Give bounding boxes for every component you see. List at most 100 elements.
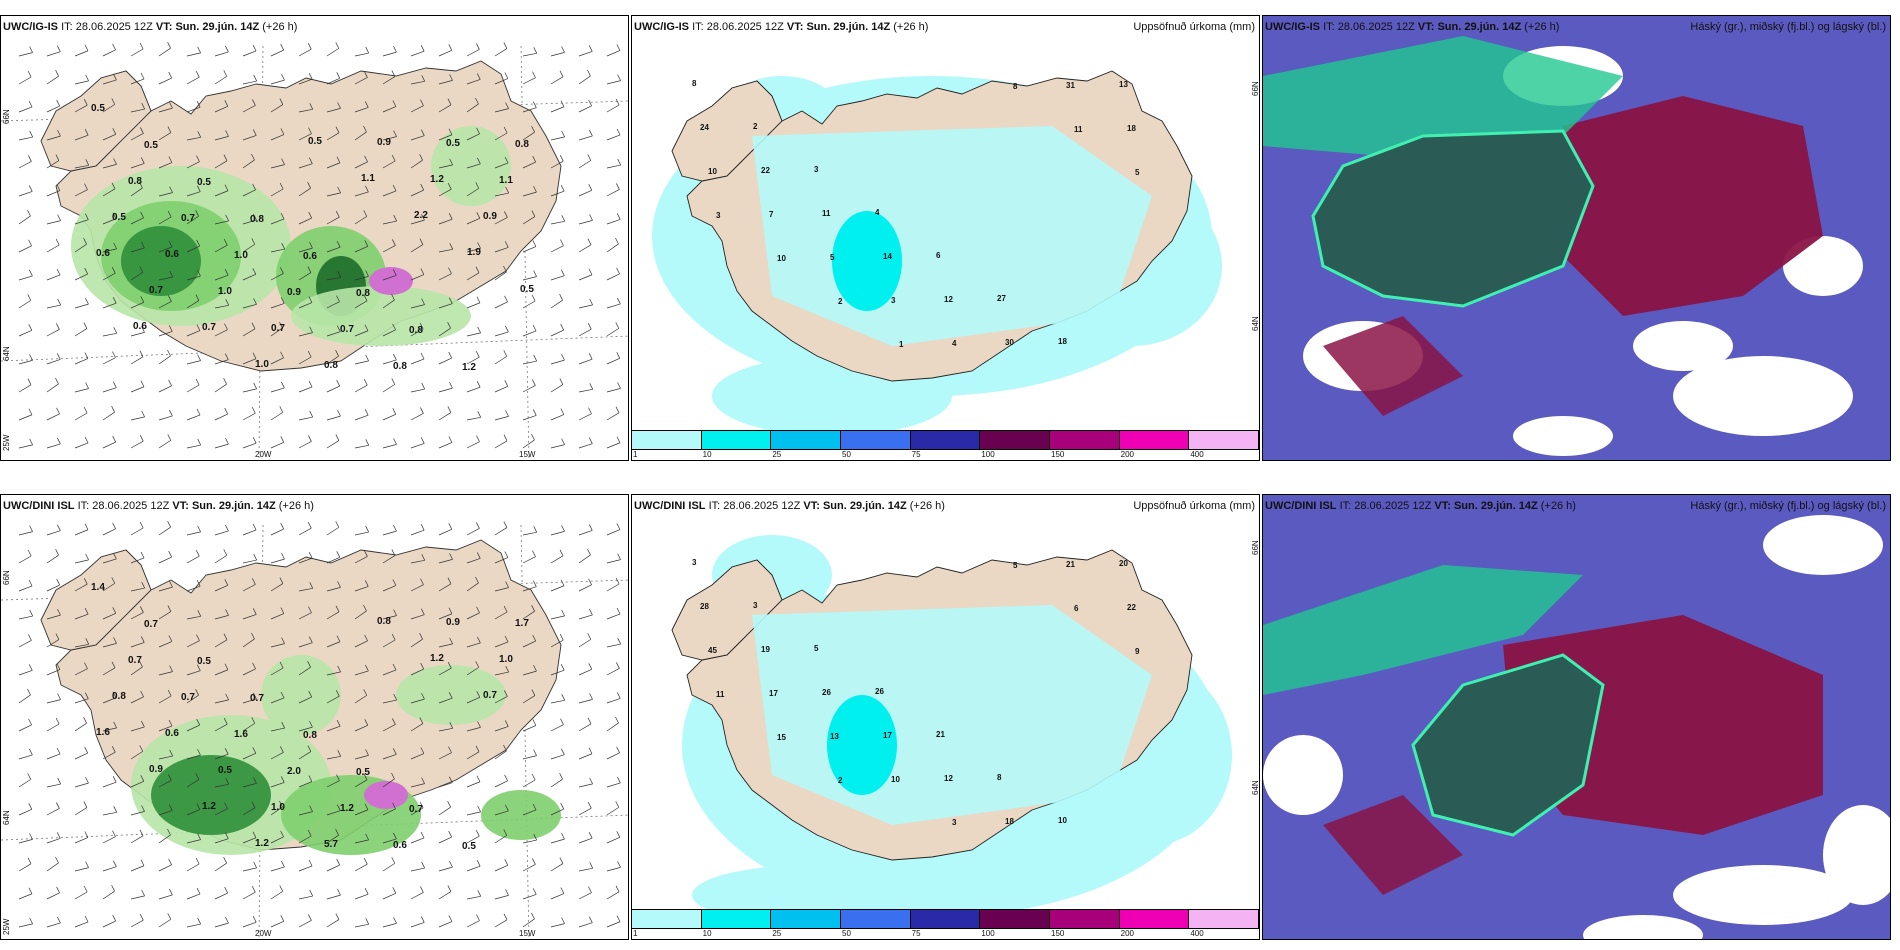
panel-header: UWC/DINI ISL IT: 28.06.2025 12Z VT: Sun.… [3, 500, 314, 512]
panel-header: UWC/IG-IS IT: 28.06.2025 12Z VT: Sun. 29… [634, 21, 929, 33]
lon-label-20w: 20W [255, 450, 272, 459]
precip-value-label: 3 [716, 211, 721, 220]
colorbar-labels: 1 10 25 50 75 100 150 200 400 [632, 450, 1259, 460]
wind-value-label: 1.0 [499, 654, 513, 665]
colorbar-tick-label: 1 [633, 450, 638, 459]
lat-label-66n: 66N [1251, 540, 1260, 555]
cloud-map [1263, 16, 1890, 460]
wind-value-label: 0.5 [197, 656, 211, 667]
colorbar-tick-label: 100 [981, 450, 995, 459]
wind-value-label: 0.7 [271, 323, 285, 334]
precip-value-label: 8 [997, 773, 1002, 782]
precip-value-label: 3 [753, 601, 758, 610]
precip-value-label: 12 [944, 295, 953, 304]
precip-value-label: 11 [716, 690, 725, 699]
wind-value-label: 0.8 [356, 288, 370, 299]
panel-header: UWC/IG-IS IT: 28.06.2025 12Z VT: Sun. 29… [3, 21, 298, 33]
precip-value-label: 9 [1135, 647, 1140, 656]
precip-value-label: 2 [838, 776, 843, 785]
wind-value-label: 1.6 [96, 727, 110, 738]
colorbar-tick-label: 10 [702, 450, 712, 459]
precip-value-label: 22 [761, 166, 770, 175]
wind-value-label: 0.7 [144, 619, 158, 630]
lon-label-15w: 15W [519, 450, 536, 459]
wind-value-label: 1.2 [202, 801, 216, 812]
colorbar-labels: 1 10 25 50 75 100 150 200 400 [632, 929, 1259, 939]
precip-value-label: 5 [1135, 168, 1140, 177]
precip-value-label: 26 [822, 688, 831, 697]
colorbar-tick-label: 150 [1051, 929, 1065, 938]
precip-value-label: 18 [1127, 124, 1136, 133]
panel-header: UWC/DINI ISL IT: 28.06.2025 12Z VT: Sun.… [1265, 500, 1576, 512]
precip-value-label: 28 [700, 602, 709, 611]
wind-value-label: 0.7 [181, 692, 195, 703]
wind-value-label: 0.5 [356, 767, 370, 778]
colorbar-segment [701, 910, 772, 928]
precip-value-label: 15 [777, 733, 786, 742]
wind-value-label: 0.9 [483, 211, 497, 222]
wind-value-label: 0.9 [149, 764, 163, 775]
colorbar-segment [1189, 431, 1259, 449]
lon-label-25w: 25W [2, 434, 11, 451]
wind-value-label: 0.8 [393, 361, 407, 372]
precip-map: 3 3 5 26 21 8 10 20 28 19 26 17 12 18 21 22 45 17 13 10 3 5 6 9… [671, 535, 1232, 925]
panel-cloud-bottom: UWC/DINI ISL IT: 28.06.2025 12Z VT: Sun.… [1262, 494, 1891, 940]
cloud-map [1263, 495, 1890, 939]
wind-value-label: 0.5 [197, 177, 211, 188]
lat-label-66n: 66N [1251, 81, 1260, 96]
colorbar-segment [1119, 910, 1190, 928]
precip-value-label: 13 [1119, 80, 1128, 89]
precip-value-label: 2 [838, 297, 843, 306]
wind-value-label: 0.7 [181, 213, 195, 224]
precip-value-label: 27 [997, 294, 1006, 303]
precip-value-label: 1 [899, 340, 904, 349]
panel-title-right: Háský (gr.), miðský (fj.bl.) og lágský (… [1690, 500, 1886, 512]
precip-value-label: 4 [875, 208, 880, 217]
precip-value-label: 4 [952, 339, 957, 348]
colorbar-tick-label: 200 [1120, 929, 1135, 938]
wind-map: 1.4 0.7 0.5 0.7 0.8 0.5 0.7 0.5 1.7 0.7 0.7 1.6 2.0 1… [1, 521, 628, 939]
colorbar-tick-label: 150 [1051, 450, 1065, 459]
precip-value-label: 22 [1127, 603, 1136, 612]
panel-precip-top: UWC/IG-IS IT: 28.06.2025 12Z VT: Sun. 29… [631, 15, 1260, 461]
precip-value-label: 3 [814, 165, 819, 174]
colorbar-segment [1189, 910, 1259, 928]
precip-value-label: 21 [1066, 560, 1075, 569]
lat-label-64n: 64N [2, 810, 11, 825]
colorbar-segment [980, 431, 1051, 449]
colorbar-segment [632, 431, 702, 449]
wind-value-label: 0.8 [303, 730, 317, 741]
precip-value-label: 18 [1005, 817, 1014, 826]
wind-value-label: 0.5 [308, 136, 322, 147]
colorbar-tick-label: 1 [633, 929, 638, 938]
precip-value-label: 12 [944, 774, 953, 783]
precip-value-label: 14 [883, 252, 892, 261]
wind-value-label: 1.2 [340, 803, 354, 814]
wind-value-label: 0.5 [91, 103, 105, 114]
wind-value-label: 0.7 [149, 285, 163, 296]
wind-value-label: 1.0 [271, 802, 285, 813]
precip-value-label: 45 [708, 646, 717, 655]
colorbar-tick-label: 400 [1190, 929, 1204, 938]
precip-value-label: 7 [769, 210, 774, 219]
precip-value-label: 5 [1013, 561, 1018, 570]
precip-value-label: 30 [1005, 338, 1014, 347]
precip-value-label: 19 [761, 645, 770, 654]
wind-value-label: 0.9 [377, 137, 391, 148]
precip-value-label: 17 [769, 689, 778, 698]
wind-value-label: 0.7 [202, 322, 216, 333]
wind-value-label: 0.5 [520, 284, 534, 295]
wind-value-label: 1.7 [515, 618, 529, 629]
colorbar-segment [980, 910, 1051, 928]
precip-value-label: 3 [891, 296, 896, 305]
lat-label-64n: 64N [2, 346, 11, 361]
wind-value-label: 0.6 [96, 248, 110, 259]
wind-value-label: 1.0 [234, 250, 248, 261]
wind-value-label: 2.0 [287, 766, 301, 777]
precip-value-label: 21 [936, 730, 945, 739]
wind-value-label: 0.8 [324, 360, 338, 371]
precip-value-label: 11 [1074, 125, 1083, 134]
wind-value-label: 0.5 [112, 212, 126, 223]
precip-value-label: 26 [875, 687, 884, 696]
wind-value-label: 0.7 [483, 690, 497, 701]
